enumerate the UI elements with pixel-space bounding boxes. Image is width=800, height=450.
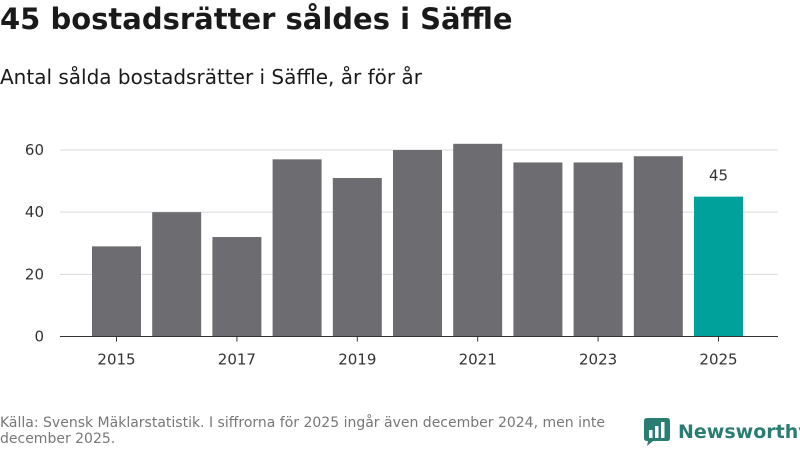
bar-2018	[272, 159, 322, 337]
bar-2019	[332, 177, 382, 337]
bar-2023	[573, 162, 623, 337]
y-tick-label-60: 60	[25, 141, 44, 159]
bar-2024	[633, 156, 683, 337]
x-tick-label-2017: 2017	[218, 351, 256, 369]
bar-2021	[453, 143, 503, 337]
y-tick-label-20: 20	[25, 265, 44, 283]
bar-chart: 0 20 40 60 2015 2017 2019 2021 2023 2025 45	[25, 141, 778, 369]
x-tick-label-2021: 2021	[459, 351, 497, 369]
y-tick-label-0: 0	[34, 328, 44, 346]
bar-chart-logo-icon	[644, 418, 670, 446]
bar-2022	[513, 162, 563, 337]
x-tick-label-2023: 2023	[579, 351, 617, 369]
y-tick-label-40: 40	[25, 203, 44, 221]
newsworthy-logo: Newsworthy	[644, 418, 800, 446]
x-tick-label-2015: 2015	[97, 351, 135, 369]
chart-subtitle: Antal sålda bostadsrätter i Säffle, år f…	[0, 65, 422, 89]
chart-title: 45 bostadsrätter såldes i Säffle	[0, 2, 513, 36]
bar-2025	[694, 196, 743, 337]
data-label-2025: 45	[709, 167, 728, 185]
bar-2016	[152, 212, 202, 337]
x-tick-label-2025: 2025	[699, 351, 737, 369]
bar-2017	[212, 237, 262, 337]
x-tick-label-2019: 2019	[338, 351, 376, 369]
bar-2015	[92, 246, 141, 337]
logo-text: Newsworthy	[678, 421, 800, 443]
source-note: Källa: Svensk Mäklarstatistik. I siffror…	[0, 415, 605, 447]
bar-2020	[393, 150, 442, 337]
